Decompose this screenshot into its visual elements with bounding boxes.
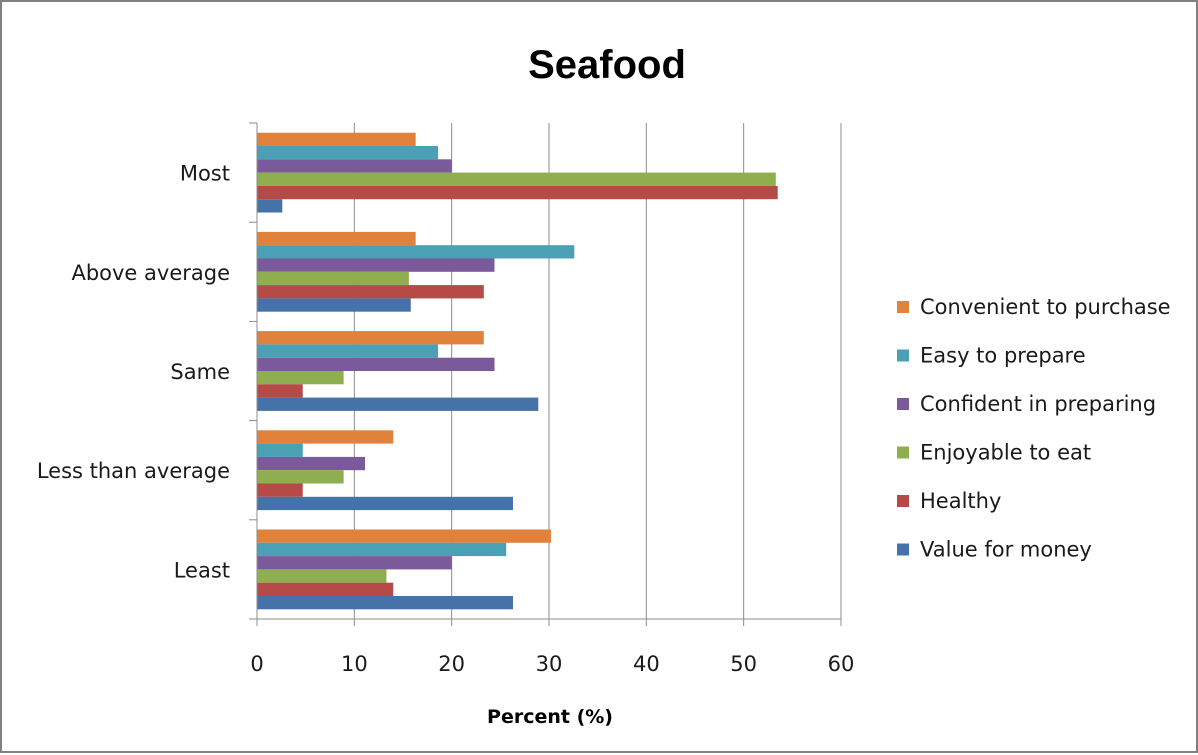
- legend-label: Confident in preparing: [920, 392, 1156, 416]
- legend-label: Enjoyable to eat: [920, 441, 1091, 465]
- x-tick-label: 20: [438, 652, 465, 676]
- x-tick-label: 60: [828, 652, 855, 676]
- bar-least-value-for-money: [257, 596, 513, 610]
- legend-swatch: [897, 301, 909, 313]
- bar-most-value-for-money: [257, 199, 283, 213]
- bar-most-easy-to-prepare: [257, 146, 439, 160]
- category-label: Least: [174, 558, 230, 582]
- bar-least-convenient-to-purchase: [257, 529, 551, 543]
- legend: Convenient to purchase Easy to prepare Con…: [897, 295, 1171, 562]
- bar-least-healthy: [257, 582, 394, 596]
- bar-less-than-average-value-for-money: [257, 496, 513, 511]
- x-tick-label: 40: [633, 652, 660, 676]
- bar-most-confident-in-preparing: [257, 159, 452, 173]
- legend-label: Convenient to purchase: [920, 295, 1171, 319]
- bar-less-than-average-confident-in-preparing: [257, 456, 366, 471]
- bar-above-average-easy-to-prepare: [257, 245, 575, 259]
- x-tick-label: 50: [730, 652, 757, 676]
- bar-most-convenient-to-purchase: [257, 132, 416, 146]
- bar-less-than-average-convenient-to-purchase: [257, 430, 394, 444]
- bar-same-confident-in-preparing: [257, 357, 495, 371]
- bar-above-average-convenient-to-purchase: [257, 231, 416, 246]
- x-axis-title: Percent (%): [487, 706, 613, 728]
- x-tick-label: 0: [250, 652, 263, 676]
- category-label: Less than average: [37, 459, 230, 483]
- bar-least-enjoyable-to-eat: [257, 569, 387, 583]
- bar-same-value-for-money: [257, 397, 539, 411]
- category-label: Above average: [71, 261, 230, 285]
- bar-above-average-confident-in-preparing: [257, 258, 495, 272]
- bar-same-healthy: [257, 384, 303, 398]
- x-tick-labels: 0 10 20 30 40 50 60: [250, 652, 854, 676]
- bar-above-average-value-for-money: [257, 298, 411, 312]
- bar-least-confident-in-preparing: [257, 556, 452, 570]
- category-label: Most: [180, 162, 230, 186]
- legend-swatch: [897, 543, 909, 556]
- bar-most-healthy: [257, 185, 778, 200]
- bar-same-convenient-to-purchase: [257, 331, 484, 345]
- legend-label: Easy to prepare: [920, 344, 1086, 368]
- category-labels: Most Above average Same Less than average Le…: [37, 162, 230, 583]
- bars: [257, 132, 778, 610]
- legend-swatch: [897, 398, 909, 410]
- bar-least-easy-to-prepare: [257, 542, 507, 557]
- bar-above-average-enjoyable-to-eat: [257, 271, 409, 286]
- axes: [249, 122, 842, 626]
- chart-title: Seafood: [528, 43, 686, 87]
- x-tick-label: 10: [341, 652, 368, 676]
- legend-swatch: [897, 495, 909, 507]
- bar-same-easy-to-prepare: [257, 344, 439, 358]
- x-tick-label: 30: [536, 652, 563, 676]
- bar-less-than-average-enjoyable-to-eat: [257, 470, 344, 484]
- bar-same-enjoyable-to-eat: [257, 371, 344, 385]
- legend-label: Healthy: [920, 489, 1001, 513]
- bar-less-than-average-easy-to-prepare: [257, 443, 303, 457]
- legend-swatch: [897, 446, 909, 459]
- legend-label: Value for money: [920, 538, 1092, 562]
- bar-less-than-average-healthy: [257, 483, 303, 497]
- category-label: Same: [170, 360, 230, 384]
- bar-above-average-healthy: [257, 285, 484, 299]
- legend-swatch: [897, 349, 909, 362]
- bar-most-enjoyable-to-eat: [257, 172, 776, 186]
